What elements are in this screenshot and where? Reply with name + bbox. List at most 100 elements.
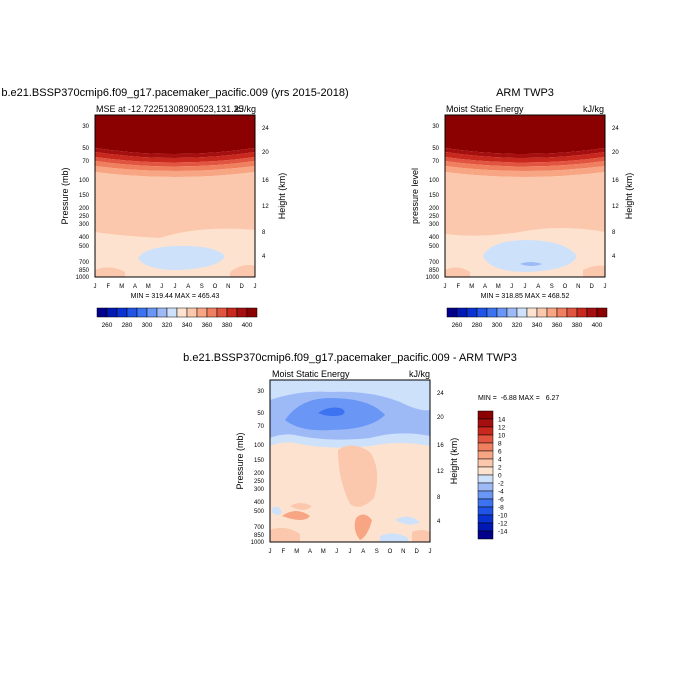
x-tick-label: D [590, 284, 595, 290]
y-right-tick-label: 24 [262, 126, 269, 132]
y-axis-right: 24 20 16 12 8 4 [262, 126, 269, 260]
colorbar-label: 300 [492, 322, 503, 329]
y-tick-label: 1000 [251, 540, 265, 546]
y-tick-label: 50 [432, 146, 439, 152]
colorbar-label: -8 [498, 505, 504, 512]
y-right-tick-label: 12 [612, 204, 619, 210]
y-right-tick-label: 20 [262, 150, 269, 156]
colorbar-label: -10 [498, 513, 508, 520]
y-axis-label: Pressure (mb) [60, 167, 70, 224]
colorbar-label: 360 [552, 322, 563, 329]
x-tick-label: J [94, 284, 97, 290]
colorbar-label: 0 [498, 473, 502, 480]
colorbar-label: -6 [498, 497, 504, 504]
y-tick-label: 70 [432, 159, 439, 165]
colorbar-label: 340 [182, 322, 193, 329]
colorbar-label: 2 [498, 465, 502, 472]
colorbar-label: 380 [222, 322, 233, 329]
y-tick-label: 850 [254, 533, 265, 539]
y-axis-label: pressure level [410, 168, 420, 224]
colorbar-label: 12 [498, 425, 506, 432]
y-tick-label: 850 [79, 268, 90, 274]
colorbar-label: -4 [498, 489, 504, 496]
colorbar-label: 10 [498, 433, 506, 440]
y-tick-label: 700 [254, 525, 265, 531]
x-tick-label: S [200, 284, 204, 290]
colorbar-label: 340 [532, 322, 543, 329]
x-tick-label: M [469, 284, 474, 290]
y-axis-left: 30 50 70 100 150 200 250 300 400 500 700… [76, 124, 90, 281]
y-tick-label: 850 [429, 268, 440, 274]
panel-subtitle-right: kJ/kg [583, 104, 604, 114]
x-tick-label: N [226, 284, 230, 290]
y-tick-label: 30 [257, 389, 264, 395]
contour-field [270, 380, 430, 542]
x-tick-label: F [456, 284, 460, 290]
colorbar-label: 320 [162, 322, 173, 329]
colorbar-label: -12 [498, 521, 508, 528]
panel-title: b.e21.BSSP370cmip6.f09_g17.pacemaker_pac… [183, 352, 517, 364]
x-tick-label: D [415, 549, 420, 555]
y-axis-right-label: Height (km) [277, 173, 287, 220]
y-tick-label: 400 [429, 235, 440, 241]
panel-title: ARM TWP3 [496, 87, 554, 99]
x-axis: J F M A M J J A S O N D J [94, 284, 257, 290]
x-tick-label: J [604, 284, 607, 290]
x-tick-label: N [401, 549, 405, 555]
colorbar-labels: 260 280 300 320 340 360 380 400 [452, 322, 603, 329]
y-axis-right: 24 20 16 12 8 4 [612, 126, 619, 260]
colorbar-label: 400 [592, 322, 603, 329]
colorbar-label: 380 [572, 322, 583, 329]
y-right-tick-label: 24 [612, 126, 619, 132]
y-tick-label: 50 [82, 146, 89, 152]
x-tick-label: A [361, 549, 365, 555]
y-tick-label: 500 [429, 244, 440, 250]
x-tick-label: F [106, 284, 110, 290]
panel-title: b.e21.BSSP370cmip6.f09_g17.pacemaker_pac… [1, 87, 348, 99]
x-tick-label: J [254, 284, 257, 290]
y-tick-label: 250 [429, 214, 440, 220]
colorbar [477, 410, 494, 540]
x-tick-label: J [269, 549, 272, 555]
x-tick-label: M [321, 549, 326, 555]
panel-subtitle-left: Moist Static Energy [446, 104, 524, 114]
panel-model: b.e21.BSSP370cmip6.f09_g17.pacemaker_pac… [1, 87, 348, 329]
x-tick-label: A [186, 284, 190, 290]
y-tick-label: 700 [429, 260, 440, 266]
y-tick-label: 30 [82, 124, 89, 130]
y-tick-label: 100 [79, 178, 90, 184]
y-axis-left: 30 50 70 100 150 200 250 300 400 500 700… [251, 389, 265, 546]
y-tick-label: 400 [79, 235, 90, 241]
y-tick-label: 70 [82, 159, 89, 165]
y-tick-label: 100 [429, 178, 440, 184]
y-tick-label: 150 [254, 458, 265, 464]
y-tick-label: 150 [429, 193, 440, 199]
y-right-tick-label: 20 [437, 415, 444, 421]
x-axis: J F M A M J J A S O N D J [269, 549, 432, 555]
y-axis-right: 24 20 16 12 8 4 [437, 391, 444, 525]
x-tick-label: S [375, 549, 379, 555]
colorbar [96, 307, 258, 318]
plot-frame [269, 379, 431, 543]
y-tick-label: 200 [429, 206, 440, 212]
x-tick-label: O [388, 549, 393, 555]
y-right-tick-label: 4 [437, 519, 441, 525]
colorbar-label: 8 [498, 441, 502, 448]
plot-frame [444, 114, 606, 278]
colorbar-label: 360 [202, 322, 213, 329]
colorbar-label: 6 [498, 449, 502, 456]
panel-obs: ARM TWP3 Moist Static Energy kJ/kg 30 50… [410, 87, 634, 329]
x-tick-label: J [174, 284, 177, 290]
x-tick-label: J [335, 549, 338, 555]
colorbar-label: 260 [452, 322, 463, 329]
y-tick-label: 30 [432, 124, 439, 130]
x-tick-label: J [444, 284, 447, 290]
x-tick-label: A [133, 284, 137, 290]
y-right-tick-label: 8 [262, 230, 266, 236]
y-right-tick-label: 16 [437, 443, 444, 449]
colorbar-label: 14 [498, 417, 506, 424]
panel-subtitle-right: kJ/kg [235, 104, 256, 114]
minmax-text: MIN = 318.85 MAX = 468.52 [481, 293, 570, 300]
colorbar-label: 300 [142, 322, 153, 329]
